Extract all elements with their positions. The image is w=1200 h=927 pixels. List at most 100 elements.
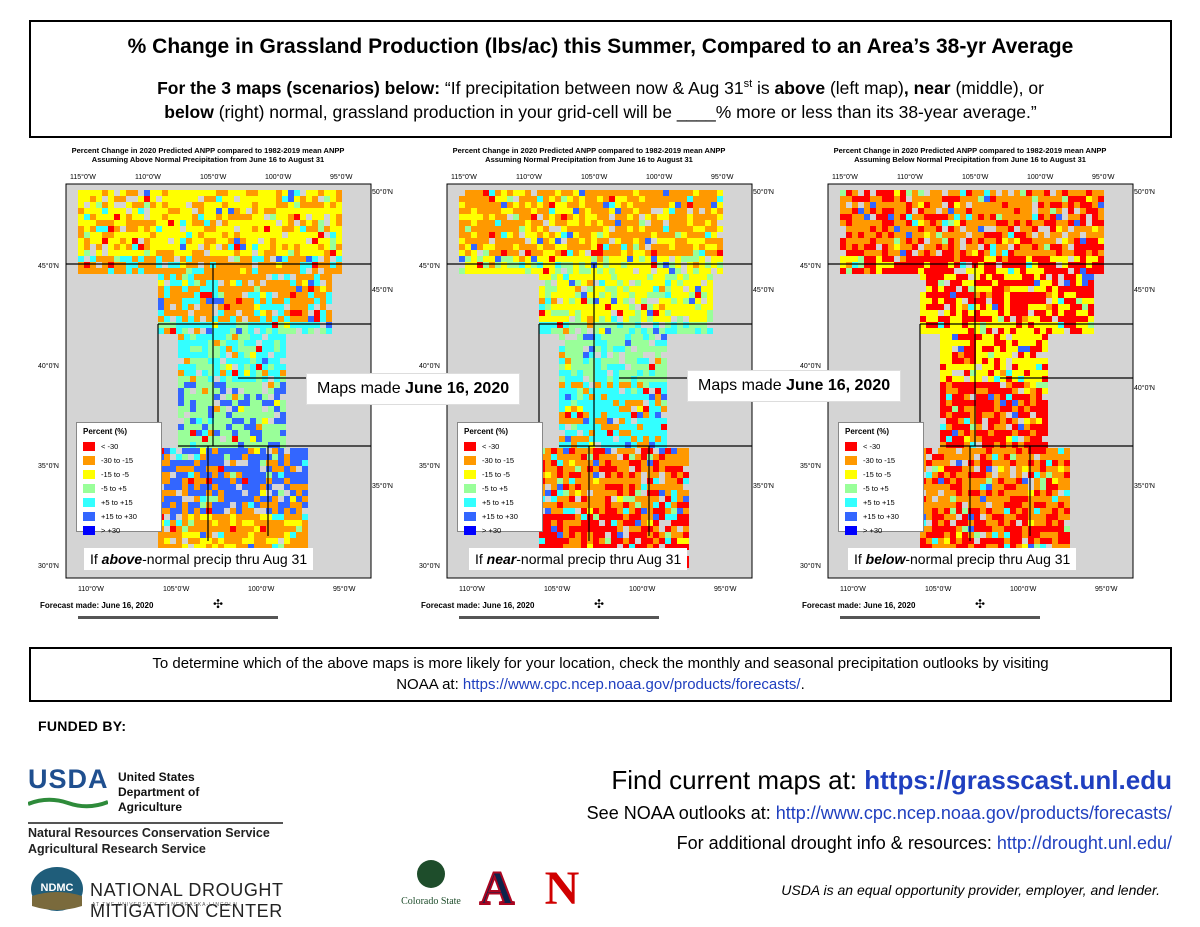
legend-item: +5 to +15 — [845, 495, 917, 509]
top-lon-label: 115°0'W — [70, 173, 96, 181]
left-lat-label: 45°0'N — [38, 262, 59, 270]
right-lat-label: 45°0'N — [1134, 286, 1155, 294]
forecast-date: Forecast made: June 16, 2020 — [802, 601, 916, 610]
legend-item: > +30 — [845, 523, 917, 537]
usda-swoosh-icon — [28, 797, 108, 809]
legend-item: -30 to -15 — [845, 453, 917, 467]
header-lead: For the 3 maps (scenarios) below: — [157, 77, 441, 98]
grid-cells — [840, 190, 1104, 568]
scenario-caption: If above-normal precip thru Aug 31 — [84, 548, 314, 570]
left-lat-label: 35°0'N — [419, 462, 440, 470]
north-arrow-icon: ✣ — [594, 597, 604, 611]
legend-item: > +30 — [83, 523, 155, 537]
noaa-link[interactable]: https://www.cpc.ncep.noaa.gov/products/f… — [462, 676, 801, 693]
nebraska-logo-icon: N — [545, 862, 580, 910]
legend-item: -5 to +5 — [845, 481, 917, 495]
right-lat-label: 50°0'N — [1134, 188, 1155, 196]
ndmc-name: NATIONAL DROUGHT MITIGATION CENTER — [90, 880, 284, 921]
right-lat-label: 35°0'N — [753, 482, 774, 490]
map-legend: Percent (%) < -30 -30 to -15 -15 to -5 -5 to… — [838, 422, 924, 535]
header-box: % Change in Grassland Production (lbs/ac… — [29, 20, 1172, 138]
top-lon-label: 110°0'W — [516, 173, 542, 181]
top-lon-label: 95°0'W — [330, 173, 353, 181]
legend-item: < -30 — [464, 439, 536, 453]
right-lat-label: 35°0'N — [372, 482, 393, 490]
left-lat-label: 40°0'N — [38, 362, 59, 370]
right-lat-label: 40°0'N — [1134, 384, 1155, 392]
top-lon-label: 95°0'W — [711, 173, 734, 181]
legend-item: > +30 — [464, 523, 536, 537]
maps-made-label-1: Maps made June 16, 2020 — [307, 374, 520, 404]
top-lon-label: 100°0'W — [1027, 173, 1054, 181]
right-lat-label: 50°0'N — [753, 188, 774, 196]
left-lat-label: 40°0'N — [419, 362, 440, 370]
colorado-state-logo-icon: Colorado State — [401, 860, 461, 907]
noaa-outlook-line: See NOAA outlooks at: http://www.cpc.nce… — [586, 803, 1172, 823]
svg-text:A: A — [480, 862, 515, 910]
top-lon-label: 110°0'W — [897, 173, 923, 181]
top-lon-label: 115°0'W — [451, 173, 477, 181]
outlook-note-box: To determine which of the above maps is … — [29, 647, 1172, 702]
map-legend: Percent (%) < -30 -30 to -15 -15 to -5 -5 to… — [76, 422, 162, 535]
right-lat-label: 50°0'N — [372, 188, 393, 196]
scale-bar — [459, 616, 659, 619]
arizona-logo-icon: A — [479, 861, 516, 910]
top-lon-label: 105°0'W — [200, 173, 227, 181]
grasscast-line: Find current maps at: https://grasscast.… — [611, 765, 1172, 795]
bottom-lon-label: 100°0'W — [248, 585, 275, 593]
right-lat-label: 45°0'N — [372, 286, 393, 294]
map-panel-3: Percent Change in 2020 Predicted ANPP co… — [800, 146, 1175, 626]
drought-link[interactable]: http://drought.unl.edu/ — [996, 833, 1172, 853]
bottom-lon-label: 110°0'W — [840, 585, 866, 593]
maps-made-label-2: Maps made June 16, 2020 — [688, 371, 901, 401]
grassland-change-map: 115°0'W 110°0'W 105°0'W 100°0'W 95°0'W 110°0'… — [800, 173, 1155, 619]
left-lat-label: 35°0'N — [38, 462, 59, 470]
bottom-lon-label: 105°0'W — [163, 585, 190, 593]
bottom-lon-label: 95°0'W — [333, 585, 356, 593]
svg-text:Colorado State: Colorado State — [401, 896, 461, 907]
bottom-lon-label: 100°0'W — [1010, 585, 1037, 593]
usda-logo: USDA — [28, 764, 109, 794]
legend-item: -30 to -15 — [464, 453, 536, 467]
map-title: Percent Change in 2020 Predicted ANPP co… — [71, 146, 345, 164]
left-lat-label: 35°0'N — [800, 462, 821, 470]
left-lat-label: 30°0'N — [800, 562, 821, 570]
scale-bar — [840, 616, 1040, 619]
north-arrow-icon: ✣ — [975, 597, 985, 611]
legend-item: -30 to -15 — [83, 453, 155, 467]
usda-logo-block: USDA United States Department of Agricultu… — [28, 760, 288, 860]
bottom-lon-label: 95°0'W — [1095, 585, 1118, 593]
ndmc-badge-icon: NDMC — [31, 867, 83, 911]
legend-item: -15 to -5 — [845, 467, 917, 481]
scenario-caption: If near-normal precip thru Aug 31 — [469, 548, 688, 570]
right-lat-label: 45°0'N — [753, 286, 774, 294]
legend-item: < -30 — [845, 439, 917, 453]
top-lon-label: 100°0'W — [646, 173, 673, 181]
legend-item: +15 to +30 — [83, 509, 155, 523]
top-lon-label: 95°0'W — [1092, 173, 1115, 181]
usda-department: United States Department of Agriculture — [118, 770, 200, 814]
scenario-caption: If below-normal precip thru Aug 31 — [848, 548, 1077, 570]
top-lon-label: 105°0'W — [962, 173, 989, 181]
usda-agencies: Natural Resources Conservation Service Ag… — [28, 826, 270, 856]
bottom-lon-label: 100°0'W — [629, 585, 656, 593]
noaa-outlook-link[interactable]: http://www.cpc.ncep.noaa.gov/products/fo… — [775, 803, 1172, 823]
equal-opportunity-statement: USDA is an equal opportunity provider, e… — [781, 882, 1160, 898]
grasscast-link[interactable]: https://grasscast.unl.edu — [864, 765, 1172, 795]
bottom-lon-label: 105°0'W — [544, 585, 571, 593]
top-lon-label: 100°0'W — [265, 173, 292, 181]
svg-text:N: N — [545, 862, 580, 910]
funded-by-label: FUNDED BY: — [38, 718, 127, 734]
left-lat-label: 45°0'N — [419, 262, 440, 270]
left-lat-label: 30°0'N — [419, 562, 440, 570]
top-lon-label: 105°0'W — [581, 173, 608, 181]
svg-text:NDMC: NDMC — [41, 882, 74, 894]
map-title: Percent Change in 2020 Predicted ANPP co… — [452, 146, 726, 164]
forecast-date: Forecast made: June 16, 2020 — [40, 601, 154, 610]
bottom-lon-label: 105°0'W — [925, 585, 952, 593]
legend-item: +5 to +15 — [464, 495, 536, 509]
ndmc-logo-block: NDMC NATIONAL DROUGHT MITIGATION CENTER … — [30, 866, 390, 921]
map-legend: Percent (%) < -30 -30 to -15 -15 to -5 -5 to… — [457, 422, 543, 535]
left-lat-label: 30°0'N — [38, 562, 59, 570]
page-title: % Change in Grassland Production (lbs/ac… — [127, 35, 1074, 58]
